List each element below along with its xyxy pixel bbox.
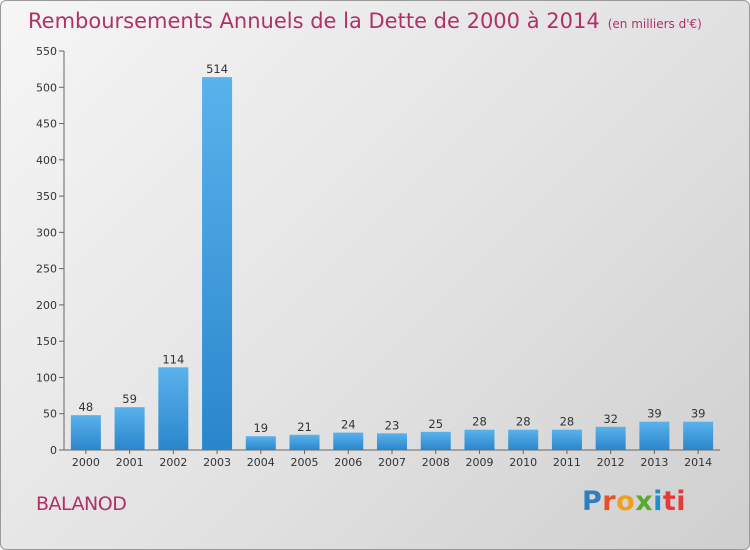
logo-letter: P: [582, 486, 603, 517]
logo-letter: o: [616, 486, 636, 517]
value-label: 24: [341, 418, 356, 432]
value-label: 114: [162, 352, 184, 366]
bars: [70, 77, 714, 450]
bar: [551, 429, 582, 450]
y-tick-label: 150: [36, 335, 57, 348]
value-label: 28: [516, 415, 531, 429]
chart-unit: (en milliers d'€): [607, 17, 702, 31]
x-tick-label: 2002: [159, 456, 187, 469]
y-tick-label: 500: [36, 81, 57, 94]
bar: [114, 407, 145, 450]
value-label: 32: [603, 412, 618, 426]
bar: [420, 431, 451, 450]
y-tick-label: 0: [50, 444, 57, 457]
value-label: 39: [647, 407, 662, 421]
bar: [158, 367, 189, 450]
proxiti-logo: Proxiti: [582, 486, 686, 517]
value-label: 59: [122, 392, 137, 406]
value-label: 25: [428, 417, 443, 431]
x-axis-ticks: 2000 2001 2002 2003 2004 2005 2006 2007 2008 2009…: [72, 450, 712, 469]
logo-letter: x: [635, 486, 654, 517]
logo-letter: r: [602, 486, 617, 517]
bar: [464, 429, 495, 450]
y-tick-label: 400: [36, 154, 57, 167]
value-label: 48: [79, 400, 94, 414]
chart-title: Remboursements Annuels de la Dette de 20…: [28, 9, 702, 33]
x-tick-label: 2008: [422, 456, 450, 469]
logo-letter: ti: [662, 486, 687, 517]
x-tick-label: 2009: [465, 456, 493, 469]
value-label: 19: [253, 421, 268, 435]
x-tick-label: 2004: [247, 456, 275, 469]
y-tick-label: 550: [36, 45, 57, 58]
bar: [595, 426, 626, 450]
bar: [245, 436, 276, 450]
x-tick-label: 2012: [597, 456, 625, 469]
bar: [639, 421, 670, 450]
x-tick-label: 2010: [509, 456, 537, 469]
bar: [683, 421, 714, 450]
bar: [289, 434, 320, 450]
logo-letter: i: [653, 486, 663, 517]
x-tick-label: 2000: [72, 456, 100, 469]
x-tick-label: 2001: [116, 456, 144, 469]
bar: [508, 429, 539, 450]
bar: [70, 415, 101, 450]
chart-title-text: Remboursements Annuels de la Dette de 20…: [28, 9, 600, 33]
value-label: 28: [560, 415, 575, 429]
bar: [202, 77, 233, 450]
value-label: 514: [206, 62, 228, 76]
y-tick-label: 100: [36, 371, 57, 384]
y-tick-label: 50: [43, 408, 57, 421]
commune-name: BALANOD: [36, 493, 127, 515]
y-tick-label: 200: [36, 299, 57, 312]
x-tick-label: 2013: [640, 456, 668, 469]
y-tick-label: 450: [36, 118, 57, 131]
y-axis-ticks: 0 50 100 150 200 250 300 350 400 450 500 550: [36, 45, 64, 457]
x-tick-label: 2005: [291, 456, 319, 469]
x-tick-label: 2014: [684, 456, 712, 469]
x-tick-label: 2003: [203, 456, 231, 469]
value-label: 28: [472, 415, 487, 429]
x-tick-label: 2007: [378, 456, 406, 469]
value-labels: 48 59 114 514 19 21 24 23 25 28 28 28 32 39 39: [79, 62, 706, 435]
value-label: 39: [691, 407, 706, 421]
bar: [377, 433, 407, 450]
y-tick-label: 300: [36, 226, 57, 239]
value-label: 23: [385, 418, 400, 432]
bar: [333, 432, 364, 450]
y-tick-label: 350: [36, 190, 57, 203]
x-tick-label: 2006: [334, 456, 362, 469]
x-tick-label: 2011: [553, 456, 581, 469]
value-label: 21: [297, 420, 312, 434]
y-tick-label: 250: [36, 263, 57, 276]
